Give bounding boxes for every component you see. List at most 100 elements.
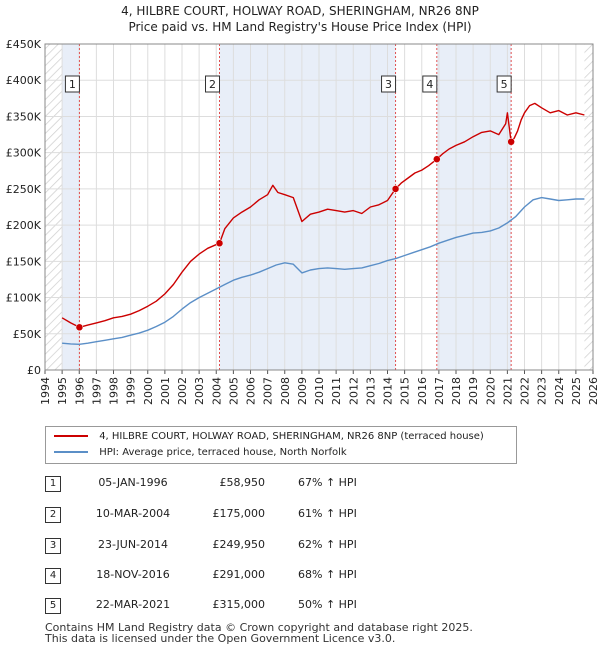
x-tick-label: 2023 bbox=[536, 377, 549, 405]
sale-row: 4 18-NOV-2016 £291,000 68% ↑ HPI bbox=[0, 566, 600, 584]
x-tick-label: 2014 bbox=[382, 377, 395, 405]
shaded-period bbox=[62, 44, 80, 370]
x-tick-label: 2019 bbox=[467, 377, 480, 405]
y-tick-label: £250K bbox=[6, 183, 42, 196]
x-tick-label: 2004 bbox=[210, 377, 223, 405]
sale-point bbox=[75, 323, 84, 332]
title-line-2: Price paid vs. HM Land Registry's House … bbox=[128, 20, 472, 34]
sale-point bbox=[391, 185, 400, 193]
x-tick-label: 2015 bbox=[399, 377, 412, 405]
x-tick-label: 2006 bbox=[245, 377, 258, 405]
x-tick-label: 2002 bbox=[176, 377, 189, 405]
hpi-line bbox=[62, 196, 585, 345]
x-tick-label: 2010 bbox=[313, 377, 326, 405]
sale-date: 18-NOV-2016 bbox=[96, 568, 170, 581]
x-tick-label: 2018 bbox=[450, 377, 463, 405]
x-tick-label: 2013 bbox=[364, 377, 377, 405]
legend-item-hpi: HPI: Average price, terraced house, Nort… bbox=[54, 446, 347, 460]
y-tick-label: £100K bbox=[6, 292, 42, 305]
x-tick-label: 2009 bbox=[296, 377, 309, 405]
y-tick-label: £0 bbox=[27, 364, 41, 377]
sale-number: 1 bbox=[45, 476, 61, 492]
x-tick-label: 1998 bbox=[108, 377, 121, 405]
sale-price: £291,000 bbox=[212, 568, 266, 581]
x-tick-label: 1997 bbox=[90, 377, 103, 405]
x-tick-label: 1995 bbox=[56, 377, 69, 405]
sale-price: £315,000 bbox=[212, 598, 266, 611]
sale-marker-box bbox=[381, 75, 397, 93]
x-tick-label: 2001 bbox=[159, 377, 172, 405]
footer-licence: This data is licensed under the Open Gov… bbox=[45, 632, 396, 645]
sale-hpi-change: 61% ↑ HPI bbox=[298, 507, 357, 520]
sale-row: 2 10-MAR-2004 £175,000 61% ↑ HPI bbox=[0, 505, 600, 523]
sale-marker-box bbox=[422, 75, 438, 93]
sale-hpi-change: 67% ↑ HPI bbox=[298, 476, 357, 489]
x-tick-label: 2020 bbox=[484, 377, 497, 405]
x-tick-label: 1994 bbox=[39, 377, 52, 405]
y-tick-label: £450K bbox=[6, 38, 42, 51]
price-chart: 1 2 3 4 5 £0 £50K £100K £150K £200K £250K £300K £35… bbox=[6, 38, 600, 405]
x-tick-label: 2000 bbox=[142, 377, 155, 405]
sale-row: 3 23-JUN-2014 £249,950 62% ↑ HPI bbox=[0, 536, 600, 554]
sale-date: 05-JAN-1996 bbox=[98, 476, 168, 489]
sale-point bbox=[215, 239, 224, 247]
shaded-period bbox=[436, 44, 512, 370]
x-tick-label: 1996 bbox=[73, 377, 86, 405]
y-tick-label: £400K bbox=[6, 74, 42, 87]
sale-number: 3 bbox=[45, 538, 61, 554]
legend: 4, HILBRE COURT, HOLWAY ROAD, SHERINGHAM… bbox=[45, 426, 517, 464]
x-tick-label: 2025 bbox=[570, 377, 583, 405]
sale-date: 23-JUN-2014 bbox=[97, 538, 169, 551]
legend-swatch-price bbox=[54, 435, 88, 437]
shaded-period bbox=[219, 44, 396, 370]
sale-marker-label: 5 bbox=[501, 78, 508, 91]
sale-number: 2 bbox=[45, 507, 61, 523]
chart-title: 4, HILBRE COURT, HOLWAY ROAD, SHERINGHAM… bbox=[0, 3, 600, 35]
x-tick-label: 2007 bbox=[262, 377, 275, 405]
x-tick-label: 1999 bbox=[125, 377, 138, 405]
x-tick-label: 2022 bbox=[519, 377, 532, 405]
y-tick-label: £300K bbox=[6, 147, 42, 160]
x-tick-label: 2008 bbox=[279, 377, 292, 405]
title-line-1: 4, HILBRE COURT, HOLWAY ROAD, SHERINGHAM… bbox=[121, 4, 479, 18]
footer-copyright: Contains HM Land Registry data © Crown c… bbox=[45, 621, 473, 634]
plot-border bbox=[44, 43, 594, 371]
hatched-period bbox=[45, 44, 63, 370]
sale-date: 22-MAR-2021 bbox=[95, 598, 171, 611]
sale-marker-box bbox=[496, 75, 512, 93]
y-tick-label: £200K bbox=[6, 219, 42, 232]
y-tick-label: £50K bbox=[13, 328, 42, 341]
legend-item-price: 4, HILBRE COURT, HOLWAY ROAD, SHERINGHAM… bbox=[54, 430, 484, 444]
sale-hpi-change: 50% ↑ HPI bbox=[298, 598, 357, 611]
x-tick-label: 2005 bbox=[227, 377, 240, 405]
hatched-period bbox=[584, 44, 593, 370]
x-tick-label: 2024 bbox=[553, 377, 566, 405]
y-tick-label: £150K bbox=[6, 255, 42, 268]
sale-marker-label: 1 bbox=[69, 78, 76, 91]
footer: Contains HM Land Registry data © Crown c… bbox=[45, 622, 473, 644]
legend-label-price: 4, HILBRE COURT, HOLWAY ROAD, SHERINGHAM… bbox=[99, 431, 484, 442]
x-tick-label: 2026 bbox=[587, 377, 600, 405]
sale-hpi-change: 68% ↑ HPI bbox=[298, 568, 357, 581]
sale-marker-label: 3 bbox=[385, 78, 392, 91]
x-tick-label: 2011 bbox=[330, 377, 343, 405]
sale-number: 5 bbox=[45, 598, 61, 614]
sale-price: £249,950 bbox=[212, 538, 266, 551]
sale-marker-box bbox=[64, 75, 80, 93]
sale-date: 10-MAR-2004 bbox=[95, 507, 171, 520]
sale-marker-label: 4 bbox=[426, 78, 433, 91]
sale-number: 4 bbox=[45, 568, 61, 584]
legend-label-hpi: HPI: Average price, terraced house, Nort… bbox=[99, 447, 347, 458]
y-tick-label: £350K bbox=[6, 110, 42, 123]
sale-price: £58,950 bbox=[219, 476, 266, 489]
sale-hpi-change: 62% ↑ HPI bbox=[298, 538, 357, 551]
x-tick-label: 2017 bbox=[433, 377, 446, 405]
x-tick-label: 2021 bbox=[501, 377, 514, 405]
sale-marker-box bbox=[205, 75, 221, 93]
sale-marker-label: 2 bbox=[209, 78, 216, 91]
x-tick-label: 2016 bbox=[416, 377, 429, 405]
x-tick-label: 2012 bbox=[347, 377, 360, 405]
sale-point bbox=[433, 155, 441, 163]
sale-price: £175,000 bbox=[212, 507, 266, 520]
sale-point bbox=[507, 138, 515, 146]
